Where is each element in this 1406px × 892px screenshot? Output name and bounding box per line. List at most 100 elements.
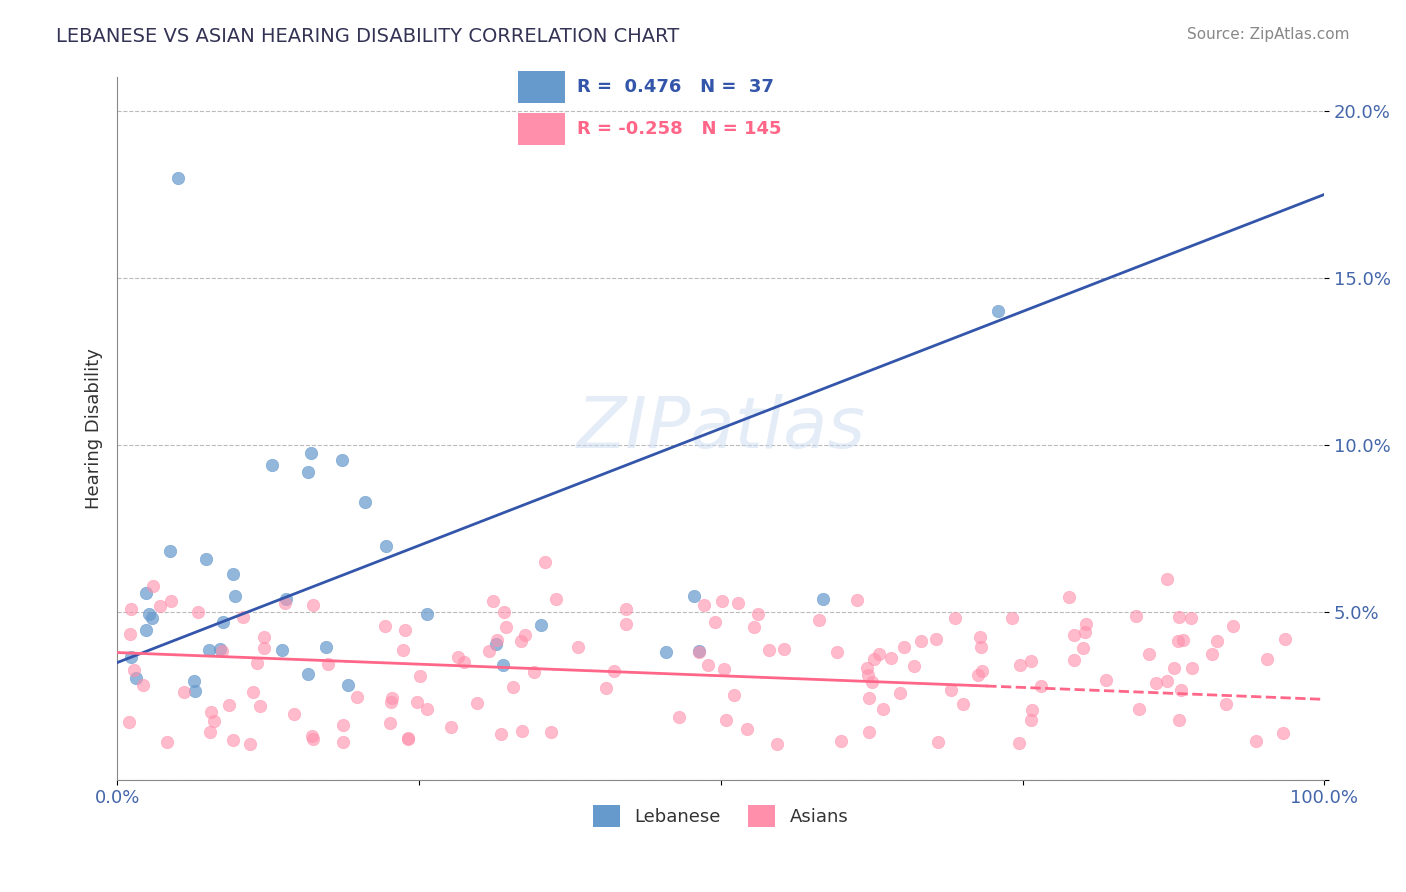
Point bbox=[1201, 647, 1223, 661]
Point bbox=[353, 494, 375, 508]
Point bbox=[274, 591, 297, 606]
Point bbox=[614, 617, 637, 632]
Point bbox=[392, 643, 415, 657]
Point bbox=[523, 665, 546, 680]
Point bbox=[253, 631, 276, 645]
Point bbox=[302, 599, 325, 613]
Point bbox=[381, 691, 404, 706]
Point bbox=[447, 650, 470, 665]
Point bbox=[318, 657, 340, 671]
Point bbox=[952, 697, 974, 711]
Point bbox=[492, 658, 515, 673]
Point bbox=[118, 714, 141, 729]
Point bbox=[202, 714, 225, 728]
Point bbox=[1057, 591, 1080, 605]
Point bbox=[567, 640, 589, 654]
Point bbox=[858, 668, 880, 682]
Point bbox=[465, 696, 488, 710]
Point bbox=[723, 689, 745, 703]
Point bbox=[742, 619, 765, 633]
Point bbox=[1156, 572, 1178, 586]
Text: R =  0.476   N =  37: R = 0.476 N = 37 bbox=[576, 78, 773, 96]
Point bbox=[1170, 682, 1192, 697]
Point bbox=[1074, 625, 1097, 640]
Point bbox=[872, 701, 894, 715]
Point bbox=[489, 727, 512, 741]
Point bbox=[394, 624, 416, 638]
Point bbox=[478, 644, 501, 658]
Point bbox=[249, 699, 271, 714]
Point bbox=[224, 590, 246, 604]
Point bbox=[315, 640, 337, 654]
Point bbox=[939, 682, 962, 697]
Point bbox=[200, 725, 222, 739]
Point bbox=[1071, 641, 1094, 656]
Point bbox=[218, 698, 240, 713]
Point bbox=[966, 668, 988, 682]
Point bbox=[135, 586, 157, 600]
Point bbox=[1029, 679, 1052, 693]
Point bbox=[242, 685, 264, 699]
Point bbox=[970, 640, 993, 655]
Point bbox=[330, 453, 353, 467]
Point bbox=[156, 734, 179, 748]
Point bbox=[246, 656, 269, 670]
Point bbox=[765, 737, 787, 751]
Point bbox=[337, 678, 360, 692]
Point bbox=[1007, 735, 1029, 749]
Point bbox=[1063, 628, 1085, 642]
Point bbox=[405, 695, 427, 709]
Point bbox=[302, 732, 325, 747]
Point bbox=[453, 656, 475, 670]
Point bbox=[534, 555, 557, 569]
Text: ZIPatlas: ZIPatlas bbox=[576, 394, 865, 463]
Point bbox=[208, 642, 231, 657]
Point bbox=[197, 643, 219, 657]
Point bbox=[297, 465, 319, 479]
Point bbox=[1206, 634, 1229, 648]
Point bbox=[868, 647, 890, 661]
Text: Source: ZipAtlas.com: Source: ZipAtlas.com bbox=[1187, 27, 1350, 42]
Point bbox=[440, 720, 463, 734]
Point bbox=[374, 539, 396, 553]
Point bbox=[260, 458, 283, 472]
Point bbox=[811, 591, 834, 606]
Point bbox=[1181, 660, 1204, 674]
Point bbox=[159, 543, 181, 558]
Point bbox=[1222, 619, 1244, 633]
Point bbox=[510, 724, 533, 739]
Point bbox=[758, 642, 780, 657]
Point bbox=[222, 733, 245, 747]
Point bbox=[903, 659, 925, 673]
Point bbox=[274, 595, 297, 609]
Point bbox=[1001, 611, 1024, 625]
Point bbox=[693, 598, 716, 612]
Point bbox=[858, 724, 880, 739]
Point bbox=[183, 674, 205, 689]
Point bbox=[747, 607, 769, 622]
Point bbox=[969, 630, 991, 644]
Point bbox=[166, 170, 188, 185]
Point bbox=[149, 599, 172, 614]
Point bbox=[380, 695, 402, 709]
Point bbox=[713, 662, 735, 676]
Point bbox=[1168, 610, 1191, 624]
Point bbox=[1137, 647, 1160, 661]
Point bbox=[396, 731, 419, 746]
Point bbox=[232, 610, 254, 624]
Legend: Lebanese, Asians: Lebanese, Asians bbox=[586, 797, 856, 834]
Point bbox=[714, 713, 737, 727]
Point bbox=[1180, 611, 1202, 625]
Point bbox=[502, 680, 524, 694]
Point bbox=[654, 645, 676, 659]
Point bbox=[1128, 702, 1150, 716]
Point bbox=[710, 594, 733, 608]
Point bbox=[688, 644, 710, 658]
Point bbox=[374, 619, 396, 633]
Point bbox=[682, 589, 704, 603]
Point bbox=[735, 722, 758, 736]
Point bbox=[513, 628, 536, 642]
Point bbox=[893, 640, 915, 654]
Point bbox=[703, 615, 725, 630]
Point bbox=[124, 671, 146, 685]
